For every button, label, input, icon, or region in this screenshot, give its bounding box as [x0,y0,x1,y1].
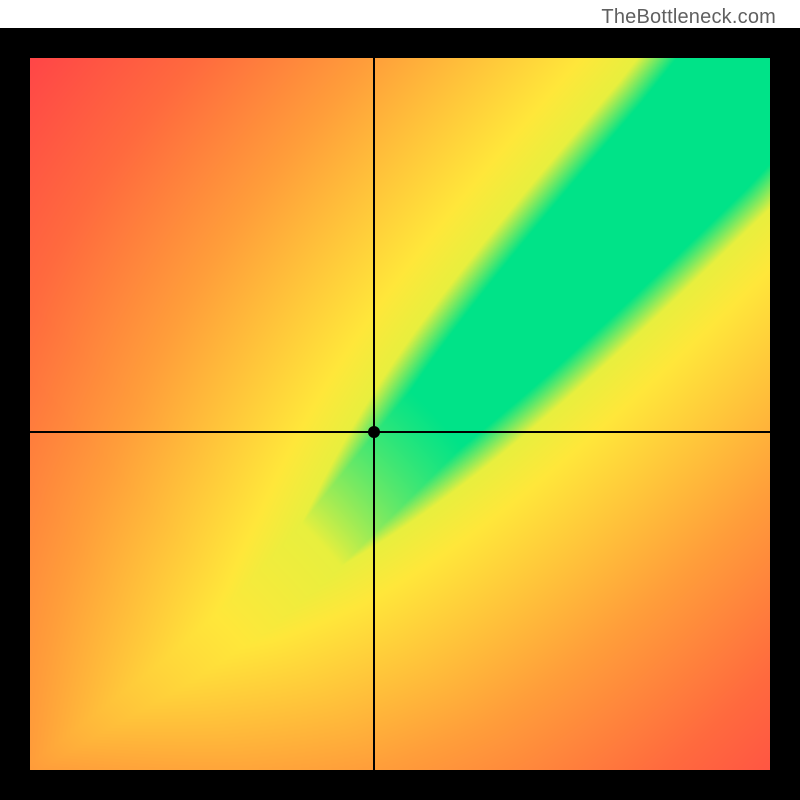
attribution-text: TheBottleneck.com [601,6,776,29]
marker-dot [368,426,380,438]
crosshair-vertical [373,58,375,770]
plot-area [30,58,770,770]
crosshair-horizontal [30,431,770,433]
outer-frame [0,28,800,800]
chart-container: TheBottleneck.com [0,0,800,800]
heatmap-canvas [30,58,770,770]
